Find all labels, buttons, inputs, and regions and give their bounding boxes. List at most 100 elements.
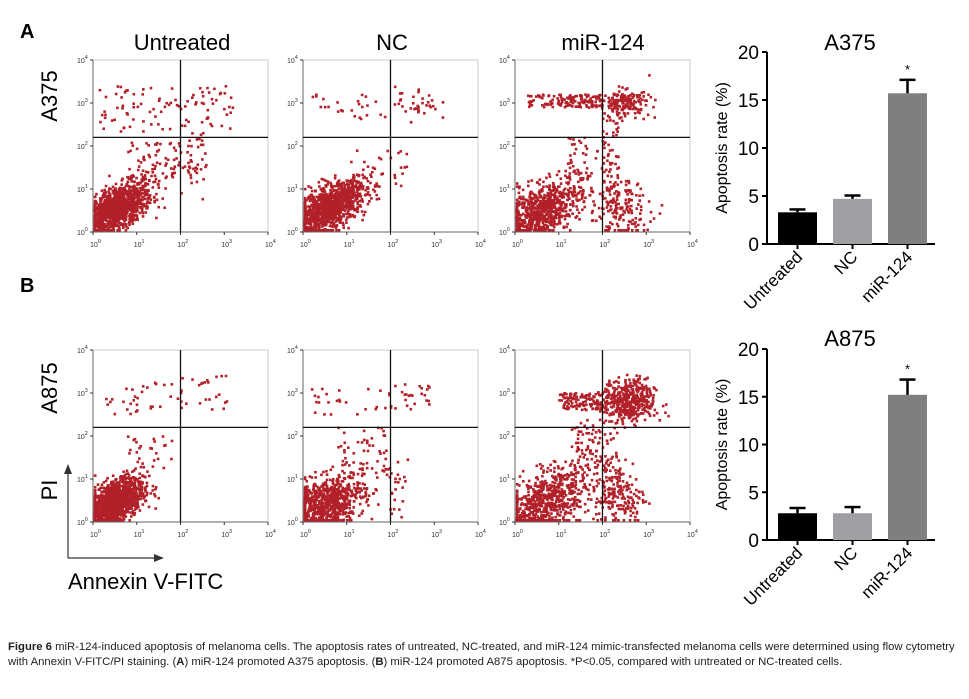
scatter-point <box>93 505 97 508</box>
scatter-point <box>530 207 534 210</box>
scatter-point <box>357 102 361 106</box>
y-tick-label: 104 <box>499 55 510 65</box>
scatter-point <box>346 179 350 183</box>
scatter-point <box>205 117 209 120</box>
scatter-point <box>370 197 373 200</box>
scatter-point <box>409 107 413 110</box>
scatter-point <box>132 105 136 109</box>
scatter-point <box>368 193 372 197</box>
scatter-point <box>532 193 536 196</box>
scatter-point <box>104 496 107 500</box>
scatter-point <box>546 102 550 106</box>
scatter-point <box>401 105 404 108</box>
scatter-point <box>117 203 121 207</box>
scatter-point <box>122 126 126 130</box>
scatter-point <box>642 117 645 121</box>
scatter-point <box>144 475 147 479</box>
scatter-point <box>311 195 315 199</box>
scatter-point <box>337 203 341 206</box>
scatter-point <box>376 184 379 188</box>
scatter-point <box>539 225 542 229</box>
scatter-point <box>583 99 587 102</box>
scatter-point <box>344 199 347 202</box>
scatter-point <box>623 112 627 116</box>
scatter-point <box>612 131 615 134</box>
y-tick-label: 100 <box>499 227 510 237</box>
scatter-point <box>631 96 635 99</box>
scatter-point <box>636 94 639 97</box>
scatter-point <box>632 106 636 109</box>
scatter-point <box>340 190 343 193</box>
scatter-point <box>128 214 131 218</box>
scatter-point <box>115 207 119 211</box>
scatter-point <box>135 147 139 151</box>
scatter-point <box>605 186 609 189</box>
scatter-point <box>584 171 588 175</box>
scatter-point <box>114 497 117 501</box>
scatter-point <box>608 190 611 193</box>
scatter-point <box>141 492 145 495</box>
scatter-point <box>327 205 330 209</box>
scatter-point <box>100 493 103 497</box>
scatter-point <box>135 498 138 501</box>
scatter-point <box>593 95 596 98</box>
scatter-point <box>335 203 339 207</box>
scatter-point <box>174 98 177 102</box>
scatter-point <box>124 201 128 204</box>
scatter-point <box>590 101 593 104</box>
scatter-point <box>567 192 570 196</box>
scatter-point <box>131 217 135 221</box>
scatter-point <box>143 188 146 192</box>
scatter-point <box>308 227 312 231</box>
scatter-point <box>628 207 632 211</box>
scatter-point <box>343 185 346 188</box>
scatter-point <box>137 197 141 201</box>
scatter-point <box>539 201 542 205</box>
scatter-point <box>547 197 551 200</box>
scatter-point <box>309 217 313 220</box>
scatter-point <box>331 184 335 188</box>
scatter-point <box>333 204 336 208</box>
scatter-point <box>552 95 556 98</box>
scatter-point <box>571 105 574 108</box>
scatter-point <box>584 93 587 96</box>
scatter-point <box>615 121 619 125</box>
scatter-point <box>554 201 558 205</box>
scatter-point <box>568 172 572 175</box>
scatter-point <box>639 208 643 212</box>
scatter-point <box>335 216 339 220</box>
scatter-point <box>545 185 548 188</box>
scatter-point <box>399 166 403 169</box>
scatter-point <box>141 184 144 188</box>
scatter-point <box>95 505 99 509</box>
scatter-point <box>611 211 615 215</box>
scatter-point <box>612 93 616 97</box>
scatter-point <box>548 221 551 225</box>
scatter-point <box>144 192 147 195</box>
scatter-point <box>571 199 575 203</box>
scatter-point <box>596 149 599 153</box>
scatter-point <box>562 188 566 192</box>
scatter-point <box>558 194 562 197</box>
scatter-point <box>164 156 168 160</box>
scatter-point <box>649 95 653 99</box>
scatter-point <box>124 483 128 487</box>
scatter-point <box>606 159 609 163</box>
scatter-point <box>617 85 621 88</box>
scatter-point <box>350 189 353 193</box>
scatter-point <box>210 124 214 128</box>
scatter-point <box>553 188 556 191</box>
scatter-point <box>350 200 354 203</box>
scatter-point <box>131 195 135 199</box>
scatter-point <box>606 209 610 213</box>
scatter-point <box>329 209 333 212</box>
scatter-point <box>574 105 578 108</box>
scatter-point <box>136 181 139 185</box>
scatter-point <box>119 216 122 220</box>
scatter-point <box>195 138 199 141</box>
scatter-point <box>348 215 351 219</box>
scatter-point <box>604 228 607 232</box>
scatter-point <box>517 200 521 204</box>
scatter-point <box>346 210 350 213</box>
scatter-point <box>310 208 313 212</box>
